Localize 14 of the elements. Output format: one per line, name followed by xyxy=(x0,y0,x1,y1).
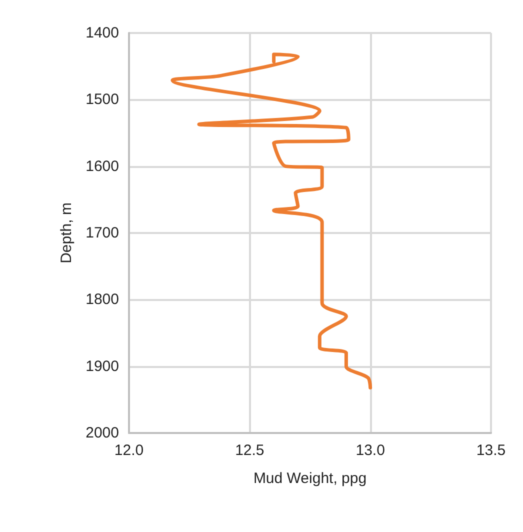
y-tick-label: 1700 xyxy=(86,224,119,242)
x-tick-label: 12.5 xyxy=(235,442,264,459)
y-axis-title: Depth, m xyxy=(58,202,75,264)
y-tick-label: 1600 xyxy=(86,158,119,175)
x-tick-label: 13.5 xyxy=(476,442,506,459)
x-axis-title: Mud Weight, ppg xyxy=(253,470,367,487)
x-tick-label: 12.0 xyxy=(114,442,144,459)
y-tick-label: 1400 xyxy=(86,24,119,42)
line-series xyxy=(170,52,372,390)
y-tick-label: 1900 xyxy=(86,358,119,375)
y-tick-label: 2000 xyxy=(86,424,119,442)
x-tick-label: 13.0 xyxy=(356,442,385,459)
y-tick-label: 1500 xyxy=(86,91,119,108)
y-tick-label: 1800 xyxy=(86,291,119,308)
